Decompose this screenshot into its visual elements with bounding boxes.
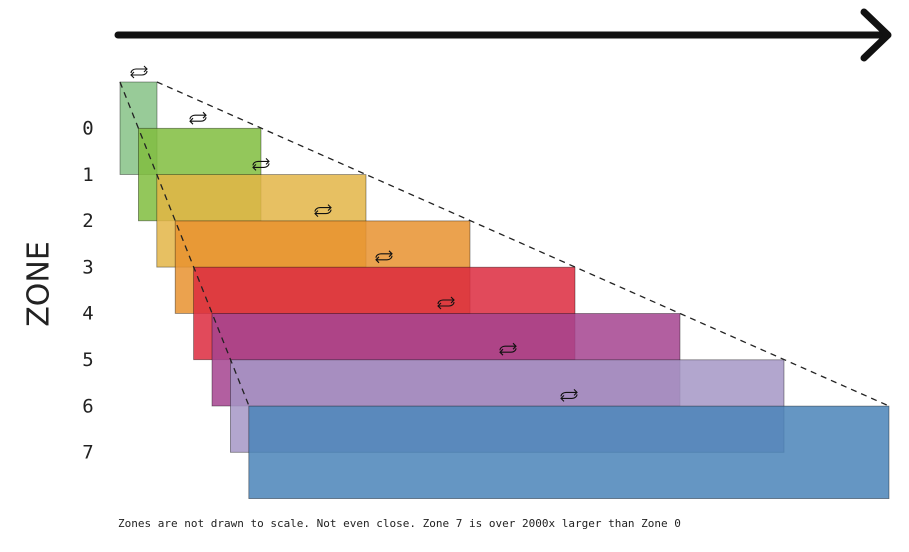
dashed-outline xyxy=(156,81,890,407)
arrow-head xyxy=(860,8,892,62)
cycle-icon xyxy=(560,389,578,402)
cycle-icon xyxy=(499,342,517,356)
zone-rects xyxy=(119,81,890,500)
cycle-icon xyxy=(375,250,393,264)
zone-label: 6 xyxy=(82,395,93,417)
cycle-icon xyxy=(314,204,332,217)
zone-rect xyxy=(248,405,890,500)
zone-label: 4 xyxy=(82,303,93,325)
icon-stroke xyxy=(375,250,393,264)
dashed-outline xyxy=(119,81,250,407)
icon-stroke xyxy=(252,158,270,171)
cycle-icon xyxy=(252,158,270,171)
zone-label: 2 xyxy=(82,210,93,232)
icon-stroke xyxy=(130,65,148,79)
icon-stroke xyxy=(499,342,517,356)
cycle-icon xyxy=(130,65,148,79)
cycle-icon xyxy=(437,296,455,310)
icon-stroke xyxy=(560,389,578,402)
zone-label: 1 xyxy=(82,164,93,186)
zone-label: 5 xyxy=(82,349,93,371)
icon-stroke xyxy=(189,111,207,125)
cycle-icon xyxy=(189,111,207,125)
icon-stroke xyxy=(437,296,455,310)
zone-label: 3 xyxy=(82,256,93,278)
zone-label: 0 xyxy=(82,118,93,140)
caption: Zones are not drawn to scale. Not even c… xyxy=(118,517,681,530)
zone-label: 7 xyxy=(82,442,93,464)
axis-label: ZONE xyxy=(22,241,57,327)
icon-stroke xyxy=(314,204,332,217)
